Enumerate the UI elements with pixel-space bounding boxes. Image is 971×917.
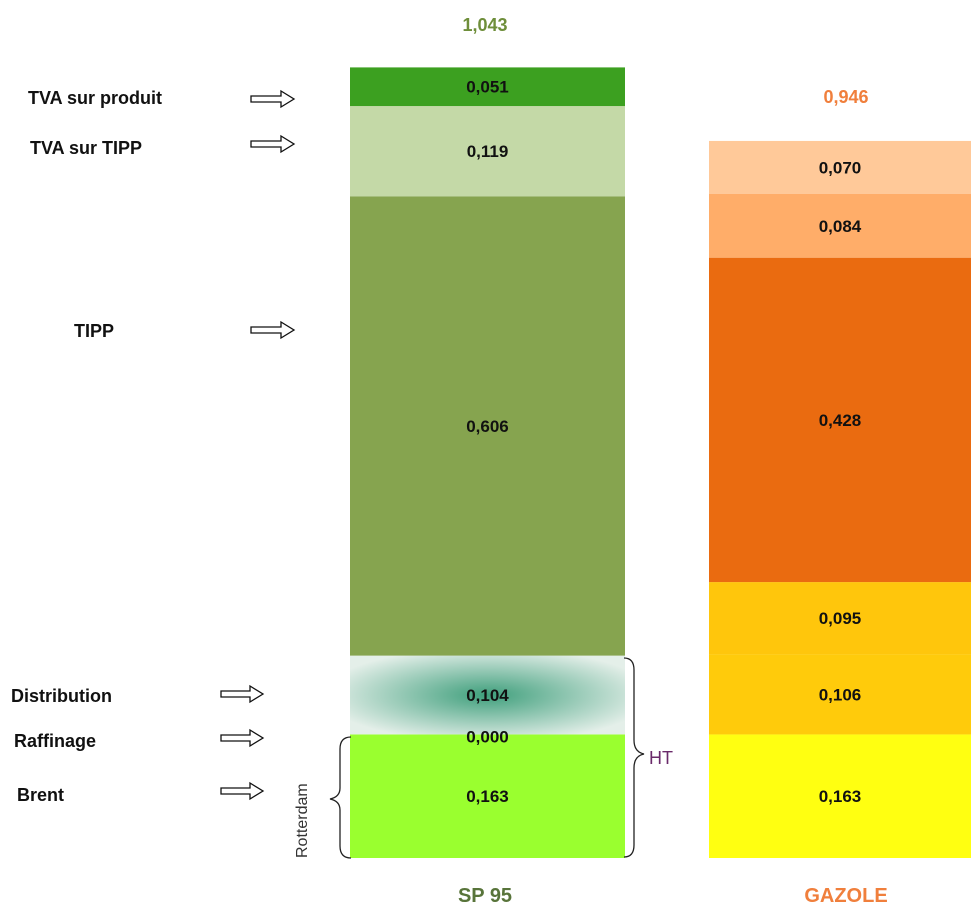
bars-group <box>350 67 971 858</box>
legend-label-distribution: Distribution <box>11 686 112 706</box>
bar-sp95-tipp <box>350 196 625 656</box>
brace-icon-rotterdam <box>329 736 352 859</box>
bar-sp95-tva-sur-tipp <box>350 106 625 197</box>
data-label-gazole-raffinage: 0,106 <box>819 685 862 704</box>
data-label-sp95-distribution: 0,104 <box>466 686 509 705</box>
arrow-icon-tipp <box>250 320 296 340</box>
legend-label-tva-tipp: TVA sur TIPP <box>30 138 142 158</box>
legend-label-brent: Brent <box>17 785 64 805</box>
brace-icon-ht <box>623 657 645 858</box>
data-label-gazole-tva-sur-tipp: 0,084 <box>819 217 862 236</box>
data-label-gazole-tipp: 0,428 <box>819 411 862 430</box>
bar-gazole-brent <box>709 734 971 858</box>
data-label-gazole-distribution: 0,095 <box>819 609 862 628</box>
arrow-icon-tva-produit <box>250 89 296 109</box>
legend-label-tipp: TIPP <box>74 321 114 341</box>
annotation-rotterdam: Rotterdam <box>294 783 311 858</box>
bar-gazole-raffinage <box>709 654 971 735</box>
arrow-icon-distribution <box>220 684 265 704</box>
bar-sp95-brent <box>350 734 625 858</box>
data-label-sp95-raffinage: 0,000 <box>466 727 509 746</box>
data-label-sp95-tva-sur-tipp: 0,119 <box>467 142 509 161</box>
segment-labels-group: 0,163 0,000 0,104 0,606 0,119 0,051 0,163 0,106… <box>466 78 862 806</box>
total-label-gazole: 0,946 <box>823 87 868 107</box>
arrow-icon-tva-tipp <box>250 134 296 154</box>
bar-gazole-tva-sur-produit <box>709 140 971 194</box>
legend-label-tva-produit: TVA sur produit <box>28 88 162 108</box>
arrow-icon-raffinage <box>220 728 265 748</box>
data-label-sp95-tva-sur-produit: 0,051 <box>466 78 509 97</box>
data-label-gazole-brent: 0,163 <box>819 787 862 806</box>
bar-gazole-distribution <box>709 582 971 655</box>
total-label-sp95: 1,043 <box>462 15 507 35</box>
bar-sp95-distribution <box>350 655 625 735</box>
bar-gazole-tva-sur-tipp <box>709 193 971 258</box>
category-label-gazole: GAZOLE <box>804 885 887 907</box>
data-label-sp95-tipp: 0,606 <box>466 417 509 436</box>
data-label-sp95-brent: 0,163 <box>466 787 509 806</box>
annotation-ht: HT <box>649 748 673 768</box>
category-label-sp95: SP 95 <box>458 885 512 907</box>
data-label-gazole-tva-sur-produit: 0,070 <box>819 158 862 177</box>
bar-sp95-tva-sur-produit <box>350 67 625 107</box>
bar-gazole-tipp <box>709 257 971 583</box>
arrow-icon-brent <box>220 781 265 801</box>
legend-label-raffinage: Raffinage <box>14 731 96 751</box>
